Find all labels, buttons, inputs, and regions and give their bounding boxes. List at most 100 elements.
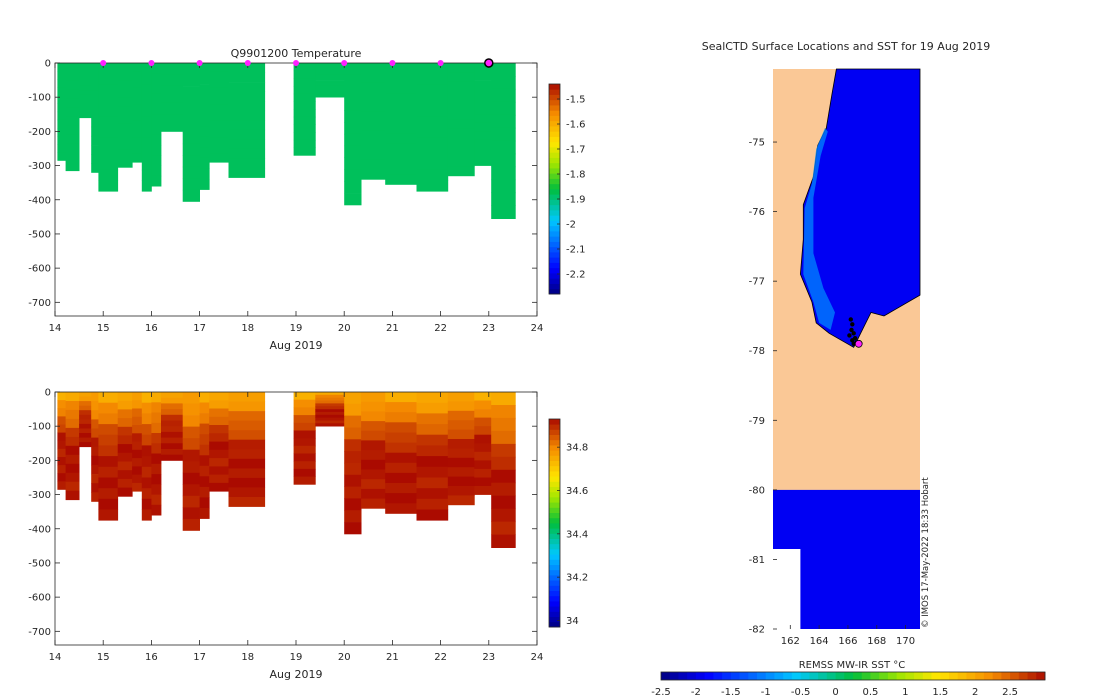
temperature-profile-cell: [447, 157, 475, 167]
temperature-profile-cell: [315, 65, 345, 69]
salinity-profile-cell: [161, 426, 184, 433]
temperature-profile-cell: [228, 168, 266, 178]
temperature-profile-cell: [315, 74, 345, 78]
temperature-profile-cell: [91, 135, 99, 146]
temperature-colorbar-swatch: [549, 231, 560, 237]
temperature-colorbar-swatch: [549, 278, 560, 284]
map-colorbar-swatch: [1018, 672, 1028, 680]
map-colorbar-swatch: [739, 672, 749, 680]
salinity-profile-cell: [228, 468, 266, 479]
temperature-colorbar-tick-label: -2.1: [566, 245, 586, 256]
temperature-profile-cell: [199, 179, 210, 190]
salinity-profile-cell: [79, 437, 92, 443]
temperature-profile-cell: [416, 105, 449, 117]
surface-location-marker: [148, 60, 155, 66]
temperature-profile-cell: [416, 116, 449, 128]
temperature-profile-cell: [361, 140, 386, 151]
temperature-profile-cell: [361, 63, 386, 74]
temperature-xtick-label: 16: [145, 323, 158, 334]
map-colorbar-label: REMSS MW-IR SST °C: [799, 660, 906, 671]
salinity-profile-cell: [344, 451, 362, 464]
temperature-colorbar-swatch: [549, 178, 560, 185]
temperature-xtick-label: 14: [49, 323, 62, 334]
temperature-profile-cell: [57, 144, 66, 153]
temperature-profile-cell: [293, 124, 316, 133]
salinity-colorbar-swatch: [549, 595, 560, 602]
temperature-profile-cell: [361, 72, 386, 83]
temperature-colorbar-swatch: [549, 99, 560, 106]
temperature-colorbar-swatch: [549, 141, 560, 148]
salinity-profile-cell: [385, 503, 417, 514]
salinity-profile-cell: [209, 433, 229, 442]
surface-location-marker: [293, 60, 299, 66]
salinity-plot: 14 15 16 17 18 19 20 21 22 23 24 0 -100 -200 -300 -400 -…: [28, 388, 588, 664]
temperature-xtick-label: 15: [97, 323, 110, 334]
temperature-profile-cell: [79, 67, 92, 73]
temperature-profile-cell: [117, 115, 133, 125]
temperature-profile-cell: [344, 110, 362, 123]
salinity-profile-cell: [385, 462, 417, 474]
temperature-profile-cell: [474, 131, 492, 141]
temperature-colorbar-swatch: [549, 288, 560, 295]
temperature-profile-cell: [182, 86, 200, 98]
salinity-ytick-label: -400: [28, 524, 51, 535]
temperature-profile-cell: [117, 132, 133, 142]
map-colorbar-swatch: [757, 672, 767, 680]
map-colorbar-swatch: [861, 672, 871, 680]
salinity-profile-cell: [474, 468, 492, 478]
salinity-profile-cell: [91, 474, 99, 484]
salinity-profile-cell: [161, 454, 184, 461]
map-colorbar-swatch: [896, 672, 906, 680]
temperature-ytick-label: -100: [28, 93, 51, 104]
temperature-profile-cell: [65, 98, 80, 109]
salinity-profile-cell: [98, 509, 119, 521]
temperature-profile-cell: [151, 93, 162, 105]
salinity-profile-cell: [315, 420, 345, 424]
salinity-profile-cell: [344, 403, 362, 416]
salinity-profile-cell: [293, 438, 316, 447]
salinity-profile-cell: [161, 403, 184, 410]
salinity-profile-cell: [209, 441, 229, 451]
salinity-colorbar-swatch: [549, 481, 560, 487]
temperature-profile-cell: [141, 116, 152, 128]
salinity-profile-cell: [209, 400, 229, 409]
salinity-profile-cell: [151, 433, 162, 444]
temperature-colorbar-swatch: [549, 136, 560, 143]
salinity-profile-cell: [474, 392, 492, 401]
salinity-colorbar-swatch: [549, 471, 560, 477]
track-point: [851, 331, 856, 336]
temperature-profile-cell: [182, 155, 200, 168]
temperature-profile-cell: [161, 68, 184, 75]
map-colorbar-swatch: [704, 672, 714, 680]
temperature-profile-cell: [132, 129, 143, 138]
salinity-profile-cell: [151, 494, 162, 506]
temperature-profile-cell: [228, 139, 266, 150]
temperature-profile-cell: [151, 175, 162, 187]
salinity-profile-cell: [199, 402, 210, 414]
salinity-profile-cell: [293, 415, 316, 424]
temperature-profile-cell: [91, 126, 99, 137]
temperature-profile-cell: [182, 143, 200, 156]
temperature-profile-cell: [98, 137, 119, 149]
temperature-profile-cell: [151, 134, 162, 146]
salinity-profile-cell: [79, 442, 92, 448]
salinity-profile-cell: [98, 424, 119, 436]
temperature-profile-cell: [57, 95, 66, 104]
salinity-colorbar-swatch: [549, 486, 560, 493]
salinity-profile-cell: [161, 443, 184, 450]
salinity-xlabel: Aug 2019: [270, 668, 323, 681]
salinity-profile-cell: [447, 410, 475, 421]
salinity-colorbar-swatch: [549, 450, 560, 456]
salinity-profile-cell: [385, 483, 417, 494]
temperature-profile-cell: [416, 73, 449, 85]
temperature-colorbar-swatch: [549, 173, 560, 179]
temperature-profile-cell: [315, 68, 345, 72]
salinity-profile-cell: [315, 403, 345, 407]
salinity-colorbar-tick-label: 34: [566, 616, 579, 627]
temperature-profile-cell: [57, 71, 66, 80]
temperature-profile-cell: [161, 91, 184, 98]
salinity-profile-cell: [491, 534, 516, 548]
salinity-xtick-label: 23: [482, 652, 495, 663]
temperature-profile-cell: [91, 81, 99, 91]
